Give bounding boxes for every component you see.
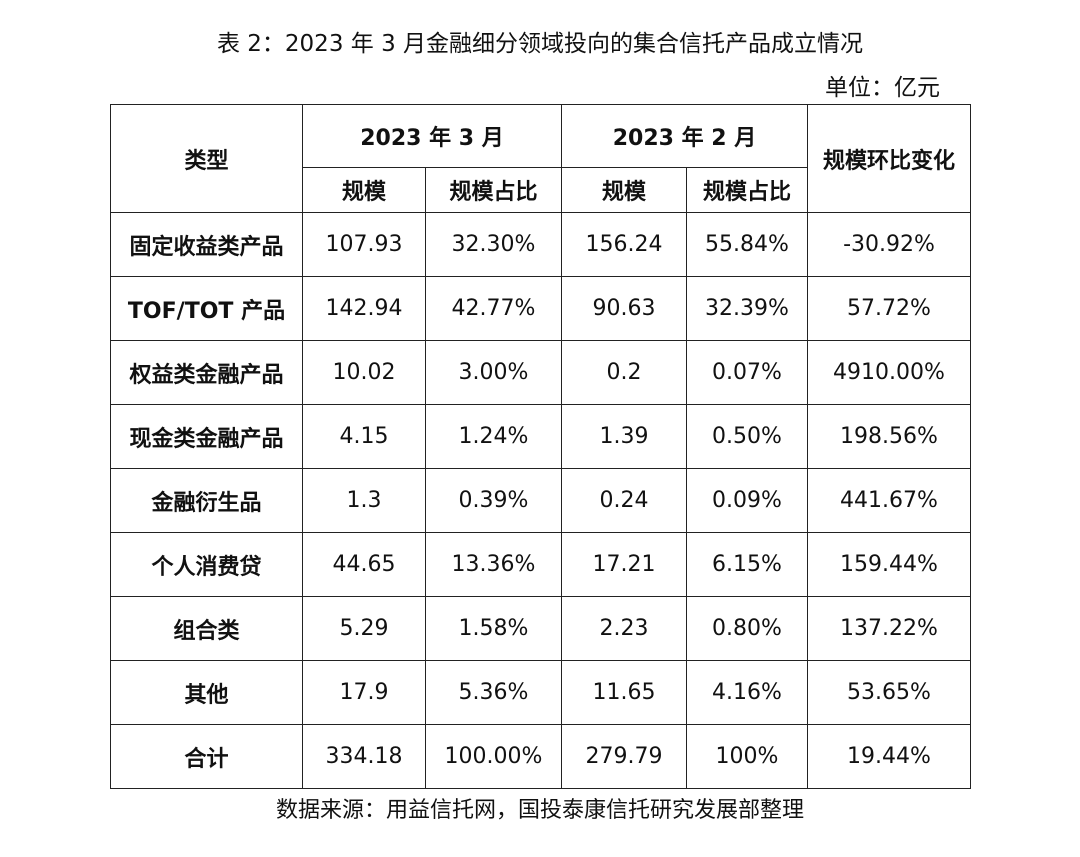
change-cell: 4910.00% [807,340,971,405]
header-period-mar: 2023 年 3 月 [302,104,562,168]
mar-scale-cell: 334.18 [302,724,426,789]
mar-scale-cell: 142.94 [302,276,426,341]
mar-scale-cell: 44.65 [302,532,426,597]
table-row: 现金类金融产品 4.15 1.24% 1.39 0.50% 198.56% [110,404,971,469]
feb-share-cell: 32.39% [686,276,808,341]
category-cell: 权益类金融产品 [110,340,303,405]
table-row: 固定收益类产品 107.93 32.30% 156.24 55.84% -30.… [110,212,971,277]
category-cell: 合计 [110,724,303,789]
category-cell: 固定收益类产品 [110,212,303,277]
unit-label: 单位：亿元 [825,75,940,101]
mar-share-cell: 32.30% [425,212,562,277]
mar-share-cell: 0.39% [425,468,562,533]
change-cell: 19.44% [807,724,971,789]
category-cell: 个人消费贷 [110,532,303,597]
category-cell: 组合类 [110,596,303,661]
mar-scale-cell: 1.3 [302,468,426,533]
feb-scale-cell: 279.79 [561,724,687,789]
mar-share-cell: 1.58% [425,596,562,661]
feb-share-cell: 6.15% [686,532,808,597]
mar-scale-cell: 5.29 [302,596,426,661]
feb-share-cell: 0.09% [686,468,808,533]
change-cell: 57.72% [807,276,971,341]
category-cell: 金融衍生品 [110,468,303,533]
mar-scale-cell: 4.15 [302,404,426,469]
header-feb-share: 规模占比 [686,167,808,213]
table-title: 表 2：2023 年 3 月金融细分领域投向的集合信托产品成立情况 [216,31,864,57]
change-cell: 137.22% [807,596,971,661]
feb-share-cell: 0.07% [686,340,808,405]
mar-scale-cell: 10.02 [302,340,426,405]
feb-scale-cell: 1.39 [561,404,687,469]
change-cell: 53.65% [807,660,971,725]
mar-share-cell: 13.36% [425,532,562,597]
change-cell: -30.92% [807,212,971,277]
data-source-note: 数据来源：用益信托网，国投泰康信托研究发展部整理 [275,798,804,823]
header-category: 类型 [110,104,303,213]
feb-scale-cell: 0.24 [561,468,687,533]
header-mar-scale: 规模 [302,167,426,213]
mar-scale-cell: 17.9 [302,660,426,725]
feb-scale-cell: 17.21 [561,532,687,597]
header-period-feb: 2023 年 2 月 [561,104,808,168]
feb-share-cell: 0.50% [686,404,808,469]
feb-share-cell: 100% [686,724,808,789]
table-row: 组合类 5.29 1.58% 2.23 0.80% 137.22% [110,596,971,661]
table-row: 权益类金融产品 10.02 3.00% 0.2 0.07% 4910.00% [110,340,971,405]
feb-scale-cell: 11.65 [561,660,687,725]
change-cell: 441.67% [807,468,971,533]
mar-share-cell: 100.00% [425,724,562,789]
feb-scale-cell: 90.63 [561,276,687,341]
header-feb-scale: 规模 [561,167,687,213]
table-row: 个人消费贷 44.65 13.36% 17.21 6.15% 159.44% [110,532,971,597]
mar-scale-cell: 107.93 [302,212,426,277]
feb-scale-cell: 156.24 [561,212,687,277]
category-cell: 现金类金融产品 [110,404,303,469]
header-row-1: 类型 2023 年 3 月 2023 年 2 月 规模环比变化 [110,104,971,213]
feb-share-cell: 55.84% [686,212,808,277]
table-row: 其他 17.9 5.36% 11.65 4.16% 53.65% [110,660,971,725]
feb-scale-cell: 0.2 [561,340,687,405]
mar-share-cell: 5.36% [425,660,562,725]
table-row: 金融衍生品 1.3 0.39% 0.24 0.09% 441.67% [110,468,971,533]
feb-share-cell: 4.16% [686,660,808,725]
feb-share-cell: 0.80% [686,596,808,661]
trust-product-table: 类型 2023 年 3 月 2023 年 2 月 规模环比变化 规模 规模占比 … [110,104,971,789]
category-cell: 其他 [110,660,303,725]
table-row-total: 合计 334.18 100.00% 279.79 100% 19.44% [110,724,971,789]
feb-scale-cell: 2.23 [561,596,687,661]
change-cell: 159.44% [807,532,971,597]
mar-share-cell: 3.00% [425,340,562,405]
table-row: TOF/TOT 产品 142.94 42.77% 90.63 32.39% 57… [110,276,971,341]
change-cell: 198.56% [807,404,971,469]
header-mar-share: 规模占比 [425,167,562,213]
category-cell: TOF/TOT 产品 [110,276,303,341]
header-change: 规模环比变化 [807,104,971,213]
mar-share-cell: 42.77% [425,276,562,341]
mar-share-cell: 1.24% [425,404,562,469]
